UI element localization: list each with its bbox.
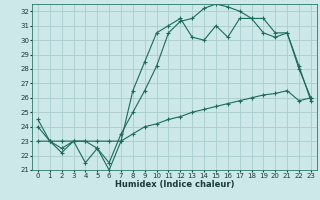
X-axis label: Humidex (Indice chaleur): Humidex (Indice chaleur)	[115, 180, 234, 189]
